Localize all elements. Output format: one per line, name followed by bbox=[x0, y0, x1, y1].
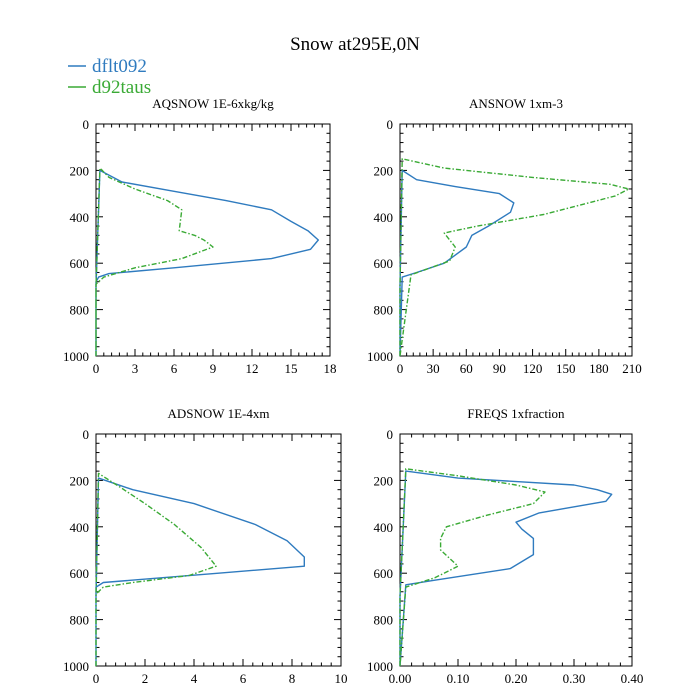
legend-label-dflt092: dflt092 bbox=[92, 56, 147, 77]
freqs-xtick-label: 0.20 bbox=[505, 671, 528, 686]
freqs-ytick-label: 200 bbox=[374, 473, 394, 488]
adsnow-ytick-label: 800 bbox=[70, 613, 90, 628]
freqs-ytick-label: 0 bbox=[387, 427, 394, 442]
aqsnow-ytick-label: 0 bbox=[83, 117, 90, 132]
adsnow-xtick-label: 6 bbox=[240, 671, 247, 686]
adsnow-ytick-label: 400 bbox=[70, 520, 90, 535]
aqsnow-xtick-label: 12 bbox=[246, 361, 259, 376]
adsnow-xtick-label: 8 bbox=[289, 671, 296, 686]
ansnow-xtick-label: 210 bbox=[622, 361, 642, 376]
adsnow-frame bbox=[95, 433, 342, 667]
ansnow-xtick-label: 60 bbox=[460, 361, 473, 376]
adsnow-series-d92taus bbox=[95, 472, 217, 666]
adsnow-ytick-label: 1000 bbox=[63, 659, 89, 674]
freqs-ytick-label: 600 bbox=[374, 566, 394, 581]
ansnow-frame bbox=[399, 123, 633, 357]
aqsnow-ytick-label: 400 bbox=[70, 210, 90, 225]
ansnow-ytick-label: 0 bbox=[387, 117, 394, 132]
adsnow-xtick-label: 4 bbox=[191, 671, 198, 686]
aqsnow-title: AQSNOW 1E-6xkg/kg bbox=[152, 96, 274, 111]
legend: dflt092 d92taus bbox=[68, 56, 151, 98]
freqs-ytick-label: 800 bbox=[374, 613, 394, 628]
freqs-series-d92taus bbox=[399, 468, 546, 667]
freqs-title: FREQS 1xfraction bbox=[467, 406, 565, 421]
adsnow-series-dflt092 bbox=[95, 477, 305, 666]
ansnow-xtick-label: 90 bbox=[493, 361, 506, 376]
freqs-ytick-label: 1000 bbox=[367, 659, 393, 674]
adsnow-title: ADSNOW 1E-4xm bbox=[168, 406, 270, 421]
aqsnow-ytick-label: 1000 bbox=[63, 349, 89, 364]
ansnow-xtick-label: 0 bbox=[397, 361, 404, 376]
ansnow-title: ANSNOW 1xm-3 bbox=[469, 96, 563, 111]
freqs-xtick-label: 0.30 bbox=[563, 671, 586, 686]
ansnow-xtick-label: 180 bbox=[589, 361, 609, 376]
aqsnow-xtick-label: 0 bbox=[93, 361, 100, 376]
legend-label-d92taus: d92taus bbox=[92, 77, 151, 98]
freqs-xtick-label: 0.00 bbox=[389, 671, 412, 686]
aqsnow-xtick-label: 9 bbox=[210, 361, 217, 376]
adsnow-ytick-label: 600 bbox=[70, 566, 90, 581]
aqsnow-series-dflt092 bbox=[95, 169, 319, 356]
panel-aqsnow: AQSNOW 1E-6xkg/kg 0 3 6 9 12 15 18 0 200 400 600 800… bbox=[63, 96, 337, 376]
adsnow-xtick-label: 0 bbox=[93, 671, 100, 686]
ansnow-xtick-label: 150 bbox=[556, 361, 576, 376]
panel-freqs: FREQS 1xfraction 0.00 0.10 0.20 0.30 0.40 0 200… bbox=[367, 406, 643, 686]
ansnow-ytick-label: 600 bbox=[374, 256, 394, 271]
ansnow-ytick-label: 200 bbox=[374, 163, 394, 178]
panel-adsnow: ADSNOW 1E-4xm 0 2 4 6 8 10 0 200 400 600 800 1000 bbox=[63, 406, 348, 686]
aqsnow-xtick-label: 6 bbox=[171, 361, 178, 376]
ansnow-ytick-label: 1000 bbox=[367, 349, 393, 364]
ansnow-ytick-label: 400 bbox=[374, 210, 394, 225]
adsnow-ytick-label: 0 bbox=[83, 427, 90, 442]
freqs-series-dflt092 bbox=[399, 470, 613, 667]
figure-title: Snow at295E,0N bbox=[290, 34, 420, 55]
ansnow-xtick-label: 30 bbox=[427, 361, 440, 376]
adsnow-xtick-label: 2 bbox=[142, 671, 149, 686]
aqsnow-ytick-label: 600 bbox=[70, 256, 90, 271]
freqs-xtick-label: 0.10 bbox=[447, 671, 470, 686]
aqsnow-xtick-label: 3 bbox=[132, 361, 139, 376]
adsnow-xtick-label: 10 bbox=[335, 671, 348, 686]
aqsnow-xtick-label: 18 bbox=[324, 361, 337, 376]
aqsnow-xtick-label: 15 bbox=[285, 361, 298, 376]
ansnow-ytick-label: 800 bbox=[374, 303, 394, 318]
aqsnow-ytick-label: 200 bbox=[70, 163, 90, 178]
panel-ansnow: ANSNOW 1xm-3 0 30 60 90 120 150 180 210 0 200 400 60… bbox=[367, 96, 642, 376]
aqsnow-ytick-label: 800 bbox=[70, 303, 90, 318]
ansnow-series-d92taus bbox=[399, 158, 630, 357]
ansnow-xtick-label: 120 bbox=[523, 361, 543, 376]
freqs-ytick-label: 400 bbox=[374, 520, 394, 535]
adsnow-ytick-label: 200 bbox=[70, 473, 90, 488]
freqs-xtick-label: 0.40 bbox=[621, 671, 644, 686]
